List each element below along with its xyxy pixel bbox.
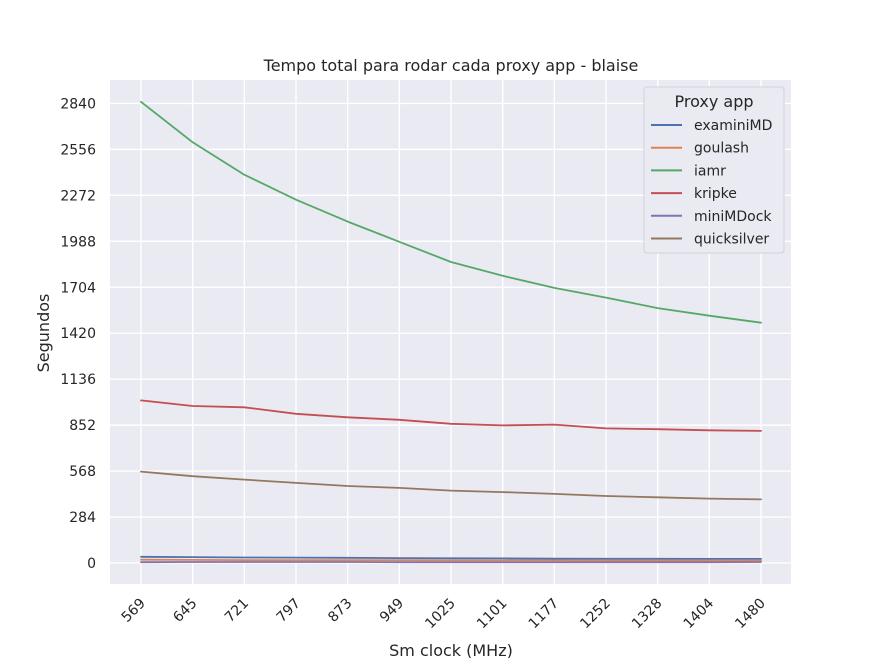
y-tick-label: 2272	[60, 188, 96, 204]
y-tick-label: 852	[69, 418, 96, 434]
legend-title: Proxy app	[674, 92, 753, 111]
y-tick-label: 1420	[60, 326, 96, 342]
x-tick-label: 721	[222, 596, 252, 626]
x-tick-label: 1404	[681, 595, 718, 632]
x-tick-label: 569	[119, 596, 149, 626]
grid	[110, 80, 791, 584]
legend-label-goulash: goulash	[694, 141, 749, 157]
legend-label-miniMDock: miniMDock	[694, 209, 772, 225]
series-line-quicksilver	[140, 470, 762, 501]
y-tick-label: 284	[69, 510, 96, 526]
chart-title: Tempo total para rodar cada proxy app - …	[263, 56, 639, 75]
series-layer	[140, 100, 762, 564]
x-tick-label: 1101	[474, 596, 511, 633]
legend-label-iamr: iamr	[694, 163, 726, 179]
y-tick-label: 1704	[60, 280, 96, 296]
x-tick-label: 873	[325, 596, 355, 626]
legend-label-quicksilver: quicksilver	[694, 232, 769, 248]
series-line-examiniMD	[140, 555, 762, 560]
y-tick-label: 1988	[60, 234, 96, 250]
x-tick-label: 949	[377, 596, 407, 626]
x-tick-label: 1480	[732, 596, 769, 633]
x-tick-label: 1177	[526, 596, 563, 633]
x-tick-label: 1328	[629, 596, 666, 633]
y-tick-label: 1136	[60, 372, 96, 388]
legend-box	[643, 86, 785, 254]
x-tick-label: 1025	[422, 596, 459, 633]
x-tick-label: 1252	[577, 596, 614, 633]
legend: Proxy app examiniMD goulash iamr kripke mini…	[643, 86, 785, 254]
series-line-goulash	[140, 558, 762, 562]
y-tick-label: 2840	[60, 96, 96, 112]
legend-label-kripke: kripke	[694, 186, 737, 202]
y-axis-ticks: 0 284 568 852 1136 1420 1704 1988 2272 2556 2840	[60, 96, 96, 572]
legend-label-examiniMD: examiniMD	[694, 118, 772, 134]
series-line-kripke	[140, 399, 762, 432]
x-tick-label: 645	[170, 596, 200, 626]
legend-items: examiniMD goulash iamr kripke miniMDock quick…	[651, 118, 772, 248]
y-axis-label: Segundos	[34, 294, 53, 373]
y-tick-label: 568	[69, 464, 96, 480]
x-tick-label: 797	[274, 596, 304, 626]
x-axis-label: Sm clock (MHz)	[389, 641, 513, 658]
series-line-iamr	[140, 100, 762, 324]
y-tick-label: 0	[87, 556, 96, 572]
y-tick-label: 2556	[60, 142, 96, 158]
x-axis-ticks: 569 645 721 797 873 949 1025 1101 1177 1252 1328 14…	[119, 595, 769, 632]
